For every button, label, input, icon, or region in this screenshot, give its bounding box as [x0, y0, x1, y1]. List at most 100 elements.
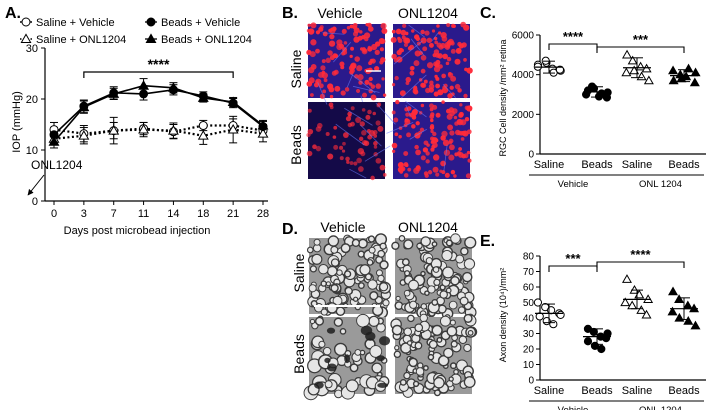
panel-c-data-point: [629, 65, 640, 75]
micrograph-b-saline-vehicle-cell: [354, 56, 360, 62]
micrograph-b-beads-vehicle-cell: [359, 121, 365, 127]
panel-e-data-point: [556, 310, 565, 319]
micrograph-b-beads-onl1204-cell: [464, 116, 470, 122]
micrograph-b-saline-onl1204-cell: [442, 53, 448, 60]
panel-c-axes: 0 2000 4000 6000 Saline Beads Saline Beads Vehic…: [512, 31, 706, 190]
micrograph-b-beads-vehicle-cell: [341, 149, 346, 153]
panel-a-data-point: [48, 136, 60, 146]
panel-e-y-tick-label: 20: [523, 345, 535, 356]
micrograph-b-saline-onl1204-cell: [454, 83, 461, 90]
panel-a-data-point: [108, 125, 120, 135]
micrograph-b-saline-onl1204-cell: [428, 83, 435, 90]
micrograph-b-beads-onl1204-cell: [462, 130, 469, 137]
panel-b-col-label-onl1204: ONL1204: [398, 5, 458, 21]
micrograph-b-saline-vehicle-cell: [379, 47, 384, 52]
micrograph-b-saline-onl1204-cell: [461, 42, 467, 48]
micrograph-d-saline-vehicle-axon: [327, 235, 340, 247]
panel-e-y-tick-label: 80: [523, 252, 535, 263]
panel-c-y-axis-label: RGC Cell density /mm² retina: [498, 39, 508, 156]
panel-a-data-point: [257, 128, 269, 138]
panel-b-col-label-vehicle: Vehicle: [317, 5, 362, 21]
panel-c-x-tick-label: Beads: [581, 159, 613, 171]
panel-c-y-tick-label: 6000: [512, 31, 535, 42]
micrograph-d-beads-onl1204-axon: [414, 341, 423, 350]
panel-a-legend-marker: [21, 17, 31, 27]
micrograph-b-beads-onl1204-cell: [393, 117, 399, 123]
micrograph-b-saline-vehicle-cell: [380, 57, 386, 63]
micrograph-b-saline-vehicle-cell: [352, 25, 357, 30]
panel-c-data-point: [668, 65, 679, 75]
micrograph-b-saline-vehicle-cell: [315, 30, 321, 35]
micrograph-b-saline-onl1204-cell: [457, 41, 462, 47]
micrograph-b-beads-vehicle-cell: [348, 114, 352, 118]
micrograph-d-saline-onl1204-axon: [403, 270, 411, 277]
micrograph-d-saline-onl1204-axon: [395, 295, 401, 301]
panel-letter-a: A.: [5, 5, 21, 22]
micrograph-b-beads-vehicle-cell: [315, 145, 322, 152]
micrograph-d-beads-onl1204-axon: [403, 371, 411, 380]
micrograph-d-beads-onl1204-axon: [433, 389, 441, 397]
micrograph-d-beads-vehicle-axon: [349, 363, 359, 373]
micrograph-b-saline-onl1204-cell: [409, 44, 415, 50]
micrograph-b-beads-vehicle-cell: [339, 145, 344, 150]
micrograph-b-saline-onl1204-cell: [425, 87, 431, 94]
micrograph-d-beads-vehicle-axon: [339, 328, 347, 335]
micrograph-b-beads-onl1204-cell: [430, 129, 434, 134]
micrograph-d-beads-onl1204: [390, 313, 478, 398]
panel-a-x-tick-label: 3: [81, 208, 87, 220]
panel-c-x-tick-label: Saline: [534, 159, 565, 171]
panel-e-y-tick-label: 30: [523, 329, 535, 340]
micrograph-d-beads-vehicle-debris: [379, 336, 391, 346]
micrograph-b-saline-vehicle-cell: [370, 94, 377, 101]
panel-a-data-point: [78, 130, 90, 140]
micrograph-d-beads-onl1204-axon: [406, 340, 413, 346]
micrograph-b-saline-onl1204-cell: [399, 90, 406, 97]
micrograph-d-beads-onl1204-axon: [448, 376, 454, 382]
panel-a-series-line: [53, 84, 264, 143]
micrograph-b-saline-onl1204-cell: [412, 86, 418, 92]
micrograph-d-beads-vehicle-axon: [314, 316, 324, 326]
micrograph-b-beads-vehicle-cell: [360, 151, 366, 157]
micrograph-b-saline-onl1204-cell: [414, 50, 421, 57]
micrograph-d-beads-onl1204-axon: [463, 376, 476, 389]
micrograph-b-beads-onl1204-cell: [420, 155, 426, 161]
micrograph-d-beads-onl1204-axon: [436, 336, 443, 343]
micrograph-b-beads-onl1204-cell: [460, 137, 465, 141]
panel-a-marks: **** ONL1204: [27, 56, 269, 196]
micrograph-b-beads-vehicle-cell: [372, 111, 377, 116]
micrograph-b-saline-onl1204-cell: [422, 46, 428, 52]
panel-e-x-tick-label: Saline: [534, 385, 565, 397]
micrograph-d-saline-onl1204-axon: [424, 290, 430, 297]
micrograph-b-beads-onl1204-cell: [403, 173, 409, 178]
micrograph-b-beads-onl1204-cell: [415, 121, 420, 126]
micrograph-b-saline-onl1204-cell: [391, 29, 396, 34]
micrograph-b-beads-onl1204-cell: [398, 135, 402, 139]
micrograph-b-saline-onl1204-cell: [447, 38, 454, 45]
micrograph-d-saline-onl1204-axon: [450, 275, 460, 286]
micrograph-b-saline-onl1204-fiber: [431, 32, 439, 41]
micrograph-b-saline-onl1204-cell: [420, 68, 426, 74]
micrograph-b-saline-vehicle-cell: [378, 38, 385, 45]
micrograph-b-saline-vehicle-cell: [328, 40, 336, 47]
panel-a-legend-label: Beads + Vehicle: [161, 17, 240, 29]
panel-e-data-point: [690, 320, 701, 330]
micrograph-b-saline-onl1204-cell: [436, 24, 440, 28]
micrograph-b-saline-onl1204-cell: [437, 89, 444, 96]
micrograph-b-saline-onl1204-cell: [423, 79, 428, 84]
micrograph-b-beads-onl1204-cell: [432, 131, 437, 137]
micrograph-b-beads-vehicle-cell: [346, 160, 350, 164]
panel-e-axes: 0 10 20 30 40 50 60 70 80 Saline Beads Saline Beads V…: [523, 252, 706, 410]
micrograph-b-beads-onl1204-fiber: [405, 100, 427, 118]
micrograph-b-saline-vehicle-cell: [340, 90, 346, 96]
micrograph-b-beads-vehicle-cell: [333, 125, 338, 130]
micrograph-b-saline-vehicle-cell: [381, 77, 385, 81]
micrograph-b-beads-onl1204-cell: [432, 104, 438, 110]
micrograph-d-beads-onl1204-axon: [453, 369, 459, 375]
micrograph-b-beads-onl1204-cell: [403, 162, 409, 167]
micrograph-b-beads-onl1204-cell: [466, 105, 473, 112]
micrograph-b-saline-onl1204-cell: [420, 82, 426, 88]
micrograph-b-beads-vehicle-cell: [373, 145, 378, 149]
micrograph-d-saline-onl1204-axon: [431, 299, 439, 306]
micrograph-b-saline-vehicle-cell: [350, 46, 354, 51]
micrograph-d-saline-onl1204-axon: [401, 258, 410, 267]
